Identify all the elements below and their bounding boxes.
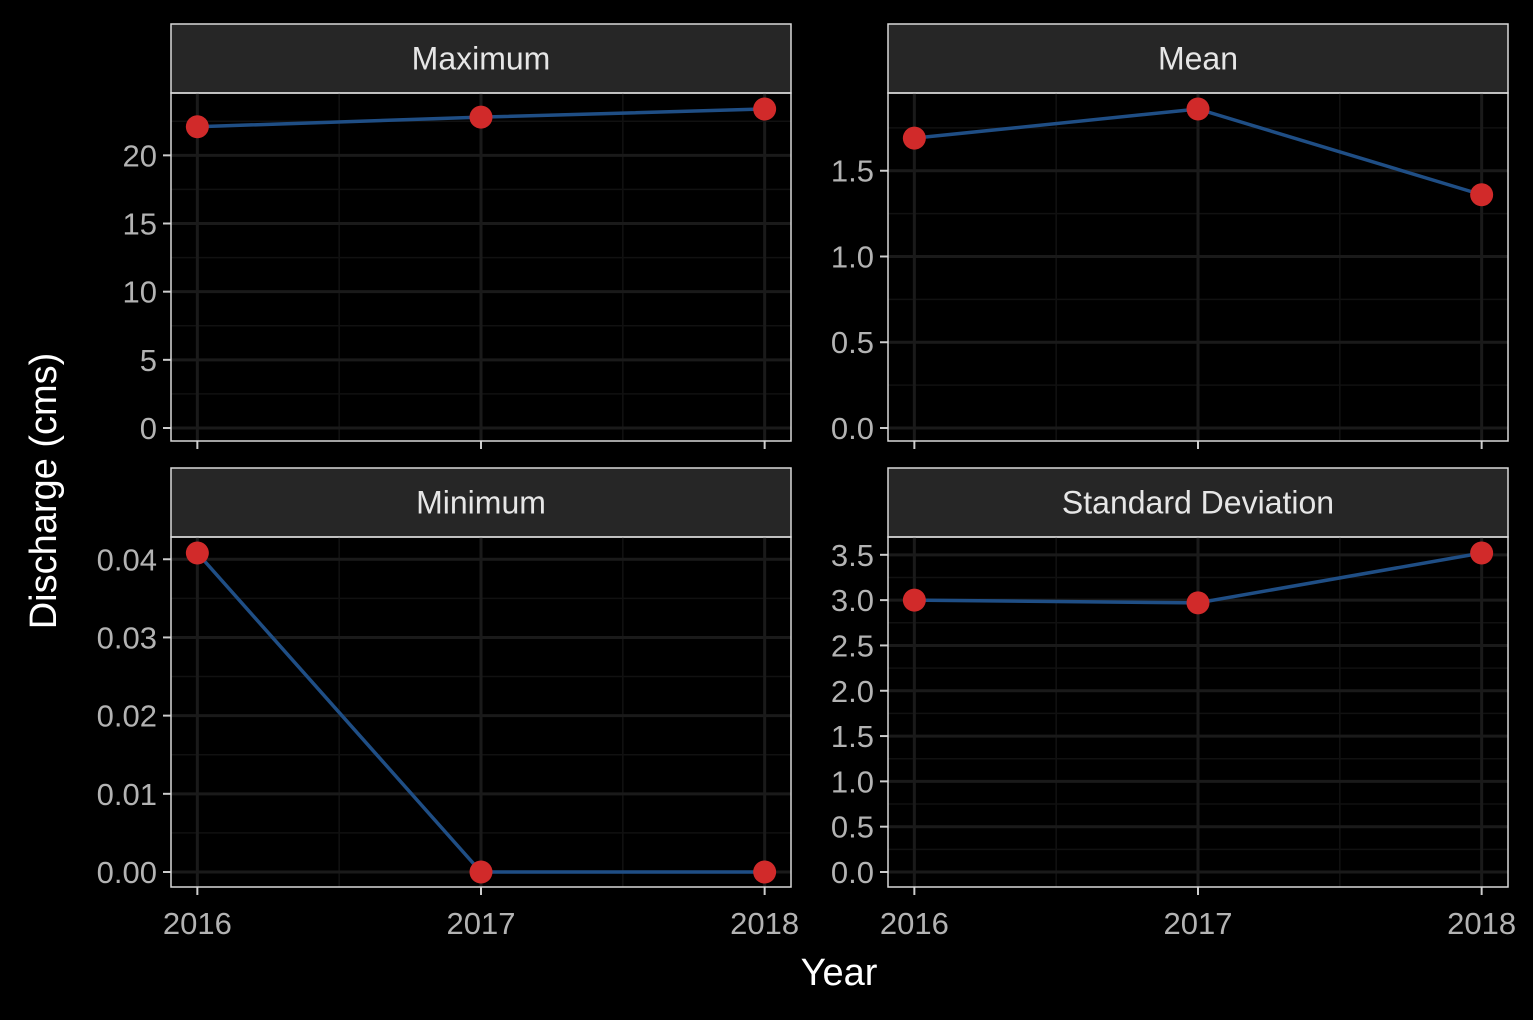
strip-background [170,23,792,94]
strip-background [887,23,1509,94]
y-tick-label: 3.5 [831,538,874,573]
panels-group: Maximum 0 5 10 15 20 Mean 0.0 0.5 1.0 1.5 Minimum 0.… [97,23,1516,941]
data-point [185,541,209,565]
y-tick-label: 2.5 [831,628,874,663]
data-point [1186,97,1210,121]
y-tick-label: 0.02 [97,699,157,734]
y-tick-label: 0.04 [97,542,157,577]
y-tick-label: 2.0 [831,674,874,709]
y-tick-label: 0.0 [831,855,874,890]
data-point [1470,183,1494,207]
panel-border [170,536,792,888]
y-tick-label: 15 [123,207,157,242]
panel-standard-deviation: Standard Deviation 0.0 0.5 1.0 1.5 2.0 2.5 3.0 3… [831,467,1516,941]
data-point [469,105,493,129]
x-tick-label: 2017 [1164,906,1233,941]
y-tick-label: 0.03 [97,620,157,655]
data-point [753,97,777,121]
y-tick-label: 1.0 [831,764,874,799]
y-tick-label: 3.0 [831,583,874,618]
y-tick-label: 0.01 [97,777,157,812]
strip-title: Maximum [412,41,551,77]
x-tick-label: 2016 [163,906,232,941]
panel-maximum: Maximum 0 5 10 15 20 [123,23,792,449]
data-point [1186,591,1210,615]
strip-background [887,467,1509,538]
panel-border [887,536,1509,888]
panel-mean: Mean 0.0 0.5 1.0 1.5 [831,23,1509,449]
y-tick-label: 0.5 [831,810,874,845]
y-tick-label: 0.5 [831,325,874,360]
data-point [185,115,209,139]
y-tick-label: 1.0 [831,239,874,274]
y-tick-label: 0.00 [97,855,157,890]
panel-border [170,92,792,442]
x-tick-label: 2017 [447,906,516,941]
y-tick-label: 1.5 [831,719,874,754]
strip-title: Mean [1158,41,1238,77]
data-point [902,126,926,150]
y-tick-label: 1.5 [831,154,874,189]
strip-title: Minimum [416,485,546,521]
strip-background [170,467,792,538]
y-tick-label: 10 [123,275,157,310]
y-tick-label: 5 [140,343,157,378]
panel-border [887,92,1509,442]
data-point [902,588,926,612]
strip-title: Standard Deviation [1062,485,1334,521]
x-tick-label: 2018 [1447,906,1516,941]
data-point [1470,541,1494,565]
data-point [753,860,777,884]
x-tick-label: 2018 [730,906,799,941]
y-tick-label: 20 [123,138,157,173]
y-tick-label: 0.0 [831,411,874,446]
data-point [469,860,493,884]
y-axis-title: Discharge (cms) [23,353,65,630]
x-tick-label: 2016 [880,906,949,941]
x-axis-title: Year [801,952,878,994]
panel-minimum: Minimum 0.00 0.01 0.02 0.03 0.04 2016 2017 2018 [97,467,799,941]
y-tick-label: 0 [140,411,157,446]
